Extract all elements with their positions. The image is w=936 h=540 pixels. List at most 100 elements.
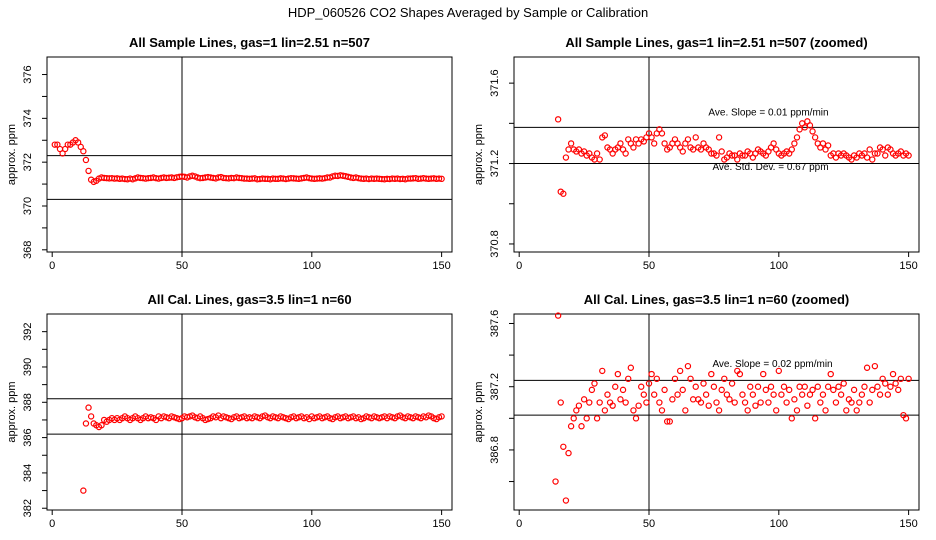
data-point: [770, 140, 777, 147]
x-tick-label: 50: [176, 518, 188, 530]
data-point: [679, 148, 686, 155]
data-point: [640, 391, 648, 398]
data-point: [760, 370, 767, 378]
data-point: [630, 144, 637, 151]
data-point: [575, 402, 583, 409]
data-point: [591, 380, 598, 387]
data-point: [661, 386, 668, 394]
data-point: [814, 383, 821, 390]
data-point: [98, 422, 105, 429]
plot-frame: [46, 56, 453, 253]
data-point: [767, 383, 775, 390]
data-point: [801, 383, 808, 390]
data-point: [645, 380, 653, 387]
data-point: [728, 152, 736, 159]
data-point: [702, 391, 710, 398]
data-point: [669, 396, 676, 403]
y-tick-label: 390: [22, 358, 34, 376]
data-point: [884, 391, 892, 398]
data-point: [689, 396, 697, 403]
data-point: [593, 150, 601, 157]
panel-title: All Cal. Lines, gas=3.5 lin=1 n=60: [147, 292, 351, 307]
data-point: [713, 152, 720, 159]
data-point: [871, 362, 879, 370]
data-point: [793, 407, 801, 414]
data-point: [593, 415, 601, 422]
x-tick-label: 50: [643, 518, 655, 530]
data-point: [757, 399, 764, 406]
data-point: [809, 128, 816, 135]
y-axis-label: approx. ppm: [6, 124, 18, 185]
data-point: [438, 413, 445, 420]
data-point: [80, 148, 87, 155]
data-point: [661, 140, 668, 147]
data-point: [762, 386, 770, 394]
plot-frame: [513, 56, 920, 253]
data-point: [619, 386, 627, 394]
data-point: [796, 383, 803, 390]
data-point: [866, 146, 873, 153]
data-point: [874, 383, 881, 390]
data-point: [856, 399, 863, 406]
data-point: [721, 375, 728, 383]
data-point: [819, 391, 827, 398]
data-point: [778, 391, 785, 398]
panel-sample-lines: All Sample Lines, gas=1 lin=2.51 n=507 0 5…: [6, 35, 453, 272]
y-tick-label: 371.2: [489, 150, 501, 178]
data-point: [832, 399, 840, 406]
data-point: [866, 399, 873, 406]
data-point: [835, 383, 842, 390]
data-point: [783, 399, 790, 406]
data-point: [438, 175, 445, 183]
data-point: [788, 146, 795, 153]
data-point: [663, 418, 671, 425]
data-point: [882, 380, 889, 387]
data-point: [775, 367, 783, 375]
data-point: [788, 415, 795, 422]
data-point: [718, 148, 725, 155]
data-point: [578, 423, 585, 430]
data-point: [728, 380, 736, 387]
x-tick-label: 50: [643, 260, 655, 272]
data-point: [552, 478, 559, 485]
y-axis-label: approx. ppm: [473, 381, 485, 442]
plot-frame: [46, 313, 453, 511]
data-point: [562, 497, 570, 504]
data-point: [765, 399, 772, 406]
data-point: [64, 141, 71, 148]
data-point: [905, 375, 912, 383]
data-point: [622, 399, 629, 406]
data-point: [653, 375, 660, 383]
data-point: [853, 407, 860, 414]
data-point: [876, 391, 884, 398]
data-point: [749, 391, 757, 398]
data-point: [658, 407, 666, 414]
y-tick-label: 368: [22, 241, 34, 259]
data-point: [82, 156, 90, 164]
data-point: [905, 152, 912, 159]
y-tick-label: 387.6: [489, 310, 501, 338]
panel-title: All Sample Lines, gas=1 lin=2.51 n=507: [129, 35, 370, 50]
data-point: [599, 367, 606, 375]
y-tick-label: 384: [22, 464, 34, 482]
y-tick-label: 382: [22, 499, 34, 517]
data-point: [627, 364, 635, 371]
data-point: [697, 399, 705, 406]
y-tick-label: 370.8: [489, 230, 501, 258]
panel-title: All Cal. Lines, gas=3.5 lin=1 n=60 (zoom…: [584, 292, 850, 307]
data-point: [638, 383, 645, 390]
y-tick-label: 374: [22, 109, 34, 127]
data-point: [614, 370, 622, 378]
data-point: [674, 391, 681, 398]
data-point: [715, 407, 723, 414]
x-tick-label: 0: [516, 518, 522, 530]
data-point: [671, 375, 679, 383]
data-point: [817, 399, 824, 406]
data-point: [796, 126, 803, 133]
data-point: [848, 399, 855, 406]
data-point: [850, 386, 858, 394]
data-point: [570, 415, 577, 422]
data-point: [879, 146, 886, 153]
data-point: [588, 386, 596, 394]
data-point: [892, 380, 899, 387]
